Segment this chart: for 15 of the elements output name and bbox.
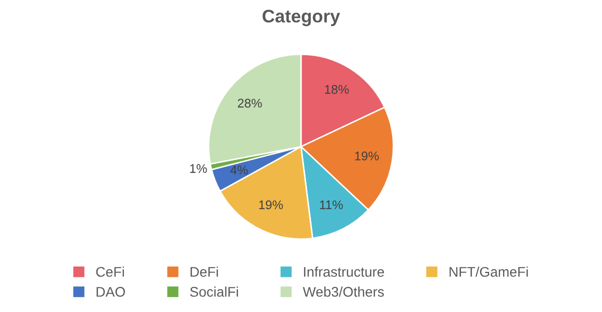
- data-label: 1%: [190, 164, 207, 173]
- legend-label: NFT/GameFi: [450, 266, 528, 277]
- data-label: 11%: [320, 200, 343, 210]
- data-label: 19%: [355, 152, 379, 160]
- legend-label: SocialFi: [190, 286, 238, 297]
- chart-title: Category: [262, 10, 340, 26]
- legend-label: Infrastructure: [304, 266, 384, 277]
- legend-label: DeFi: [190, 266, 218, 277]
- data-label: 4%: [230, 166, 248, 174]
- data-label: 28%: [238, 98, 262, 108]
- legend-label: Web3/Others: [302, 286, 384, 297]
- legend-label: DAO: [96, 286, 125, 297]
- data-label: 18%: [325, 85, 349, 94]
- legend-label: CeFi: [96, 266, 124, 277]
- data-label: 19%: [259, 200, 283, 210]
